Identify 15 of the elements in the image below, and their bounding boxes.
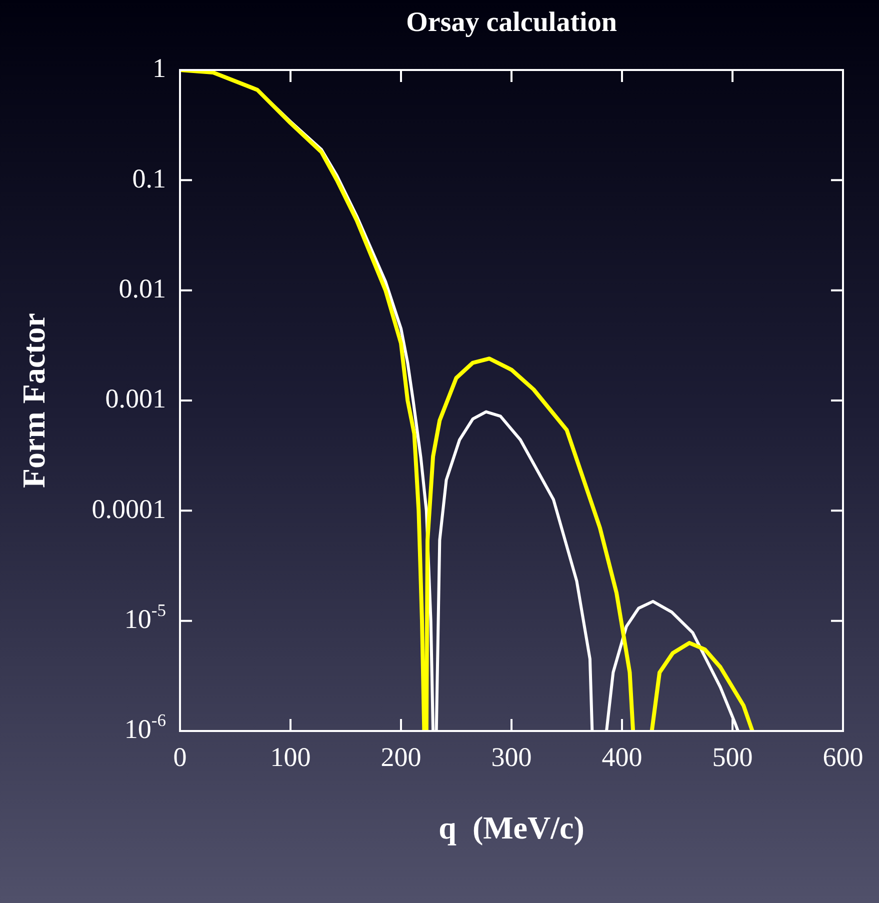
y-tick-label: 0.1 bbox=[132, 163, 166, 194]
y-axis-title: Form Factor bbox=[15, 312, 52, 488]
x-tick-label: 500 bbox=[712, 742, 753, 772]
y-tick-label: 0.001 bbox=[105, 384, 166, 414]
chart-title: Orsay calculation bbox=[406, 7, 618, 38]
y-tick-label: 0.0001 bbox=[92, 494, 166, 524]
y-tick-label: 1 bbox=[152, 53, 166, 84]
x-tick-label: 300 bbox=[491, 742, 532, 772]
x-tick-label: 400 bbox=[602, 742, 642, 772]
y-tick-label: 0.01 bbox=[118, 273, 166, 304]
x-tick-label: 200 bbox=[380, 742, 422, 772]
x-tick-label: 100 bbox=[270, 742, 311, 772]
x-axis-title: q (MeV/c) bbox=[438, 809, 584, 846]
x-tick-label: 0 bbox=[173, 742, 187, 772]
x-tick-label: 600 bbox=[822, 742, 864, 772]
